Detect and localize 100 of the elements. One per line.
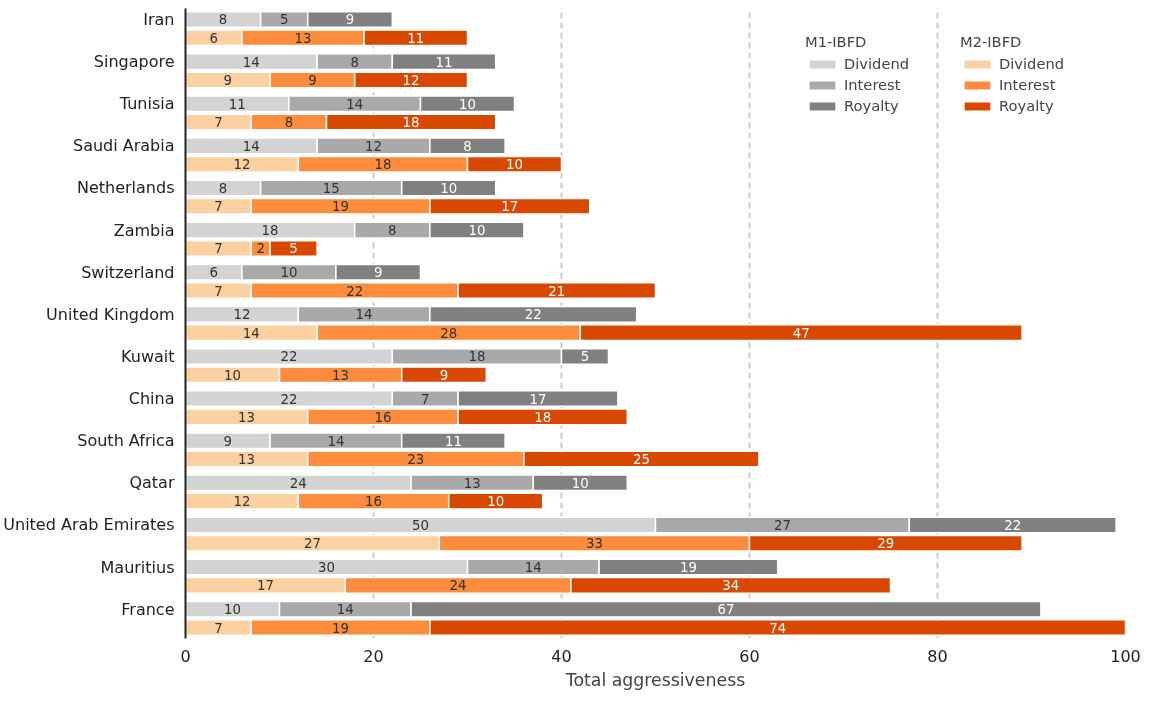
data-label: 10 xyxy=(487,494,505,510)
data-label: 13 xyxy=(294,30,312,46)
data-label: 10 xyxy=(468,223,486,239)
data-label: 12 xyxy=(365,138,382,154)
y-tick-label: South Africa xyxy=(77,431,175,451)
data-label: 9 xyxy=(439,367,449,383)
data-label: 7 xyxy=(214,115,223,131)
data-label: 2 xyxy=(256,241,265,257)
data-label: 24 xyxy=(289,475,307,491)
data-label: 34 xyxy=(722,578,740,594)
data-label: 8 xyxy=(388,223,397,239)
data-label: 14 xyxy=(242,325,260,341)
data-label: 22 xyxy=(280,391,298,407)
data-label: 17 xyxy=(501,199,519,215)
data-label: 50 xyxy=(412,517,429,533)
y-tick-label: Qatar xyxy=(129,473,175,493)
data-label: 18 xyxy=(374,157,392,173)
data-label: 27 xyxy=(773,517,791,533)
legend-label: Dividend xyxy=(999,55,1065,72)
data-label: 10 xyxy=(224,602,241,618)
y-tick-label: Mauritius xyxy=(100,557,175,577)
data-label: 7 xyxy=(214,283,223,299)
annotation: M1-IBFD xyxy=(805,33,868,50)
legend-label: Royalty xyxy=(844,97,899,114)
data-label: 14 xyxy=(242,138,260,154)
legend-label: Dividend xyxy=(844,55,910,72)
data-label: 67 xyxy=(717,602,735,618)
data-label: 18 xyxy=(468,349,486,365)
data-label: 18 xyxy=(261,223,279,239)
data-label: 22 xyxy=(524,307,542,323)
y-tick-label: Saudi Arabia xyxy=(72,136,175,156)
data-label: 74 xyxy=(769,620,787,636)
data-label: 13 xyxy=(238,452,256,468)
data-label: 14 xyxy=(327,433,345,449)
y-tick-label: Switzerland xyxy=(81,262,175,282)
data-label: 12 xyxy=(233,494,251,510)
data-label: 23 xyxy=(407,452,425,468)
data-label: 11 xyxy=(228,96,246,112)
x-tick-label: 20 xyxy=(363,646,384,666)
data-label: 9 xyxy=(223,433,233,449)
data-label: 30 xyxy=(318,560,335,576)
data-label: 33 xyxy=(585,536,603,552)
data-label: 9 xyxy=(308,72,317,88)
data-label: 11 xyxy=(407,30,425,46)
data-label: 8 xyxy=(463,138,472,154)
data-label: 5 xyxy=(279,12,289,28)
data-label: 14 xyxy=(336,602,354,618)
data-label: 47 xyxy=(792,325,810,341)
data-label: 10 xyxy=(280,265,298,281)
data-label: 16 xyxy=(365,494,382,510)
data-label: 11 xyxy=(444,433,462,449)
y-tick-label: Iran xyxy=(143,9,175,29)
data-label: 8 xyxy=(218,180,228,196)
data-label: 13 xyxy=(463,475,481,491)
x-tick-label: 60 xyxy=(739,646,760,666)
y-tick-label: Singapore xyxy=(93,52,175,72)
data-label: 19 xyxy=(679,560,697,576)
data-label: 17 xyxy=(256,578,274,594)
data-label: 29 xyxy=(877,536,895,552)
data-label: 19 xyxy=(332,620,350,636)
data-label: 9 xyxy=(373,265,383,281)
y-tick-label: China xyxy=(128,389,175,409)
data-label: 14 xyxy=(355,307,373,323)
x-tick-label: 100 xyxy=(1110,646,1141,666)
data-label: 14 xyxy=(524,560,542,576)
y-tick-label: Tunisia xyxy=(118,94,175,114)
data-label: 19 xyxy=(332,199,350,215)
data-label: 21 xyxy=(548,283,566,299)
x-axis-title: Total aggressiveness xyxy=(564,669,746,690)
y-tick-label: France xyxy=(121,599,175,619)
data-label: 6 xyxy=(209,265,218,281)
data-label: 24 xyxy=(449,578,467,594)
legend-label: Royalty xyxy=(999,97,1054,114)
y-tick-label: Netherlands xyxy=(76,178,175,198)
data-label: 25 xyxy=(632,452,650,468)
data-label: 13 xyxy=(238,409,256,425)
data-label: 9 xyxy=(345,12,355,28)
data-label: 7 xyxy=(214,241,223,257)
data-label: 14 xyxy=(242,54,260,70)
y-tick-label: Kuwait xyxy=(121,346,175,366)
data-label: 10 xyxy=(224,367,241,383)
data-label: 5 xyxy=(580,349,590,365)
data-label: 6 xyxy=(209,30,218,46)
data-label: 12 xyxy=(402,72,420,88)
data-label: 10 xyxy=(506,157,523,173)
data-label: 16 xyxy=(374,409,392,425)
legend-label: Interest xyxy=(844,76,901,93)
y-tick-label: United Kingdom xyxy=(46,304,175,324)
data-label: 22 xyxy=(1004,517,1022,533)
x-tick-label: 40 xyxy=(551,646,572,666)
annotation: M2-IBFD xyxy=(960,33,1023,50)
data-label: 7 xyxy=(214,199,223,215)
data-label: 10 xyxy=(571,475,589,491)
data-label: 10 xyxy=(459,96,476,112)
x-tick-label: 0 xyxy=(180,646,191,666)
data-label: 7 xyxy=(420,391,430,407)
data-label: 17 xyxy=(529,391,547,407)
data-label: 11 xyxy=(435,54,453,70)
data-label: 8 xyxy=(350,54,359,70)
data-label: 22 xyxy=(346,283,364,299)
